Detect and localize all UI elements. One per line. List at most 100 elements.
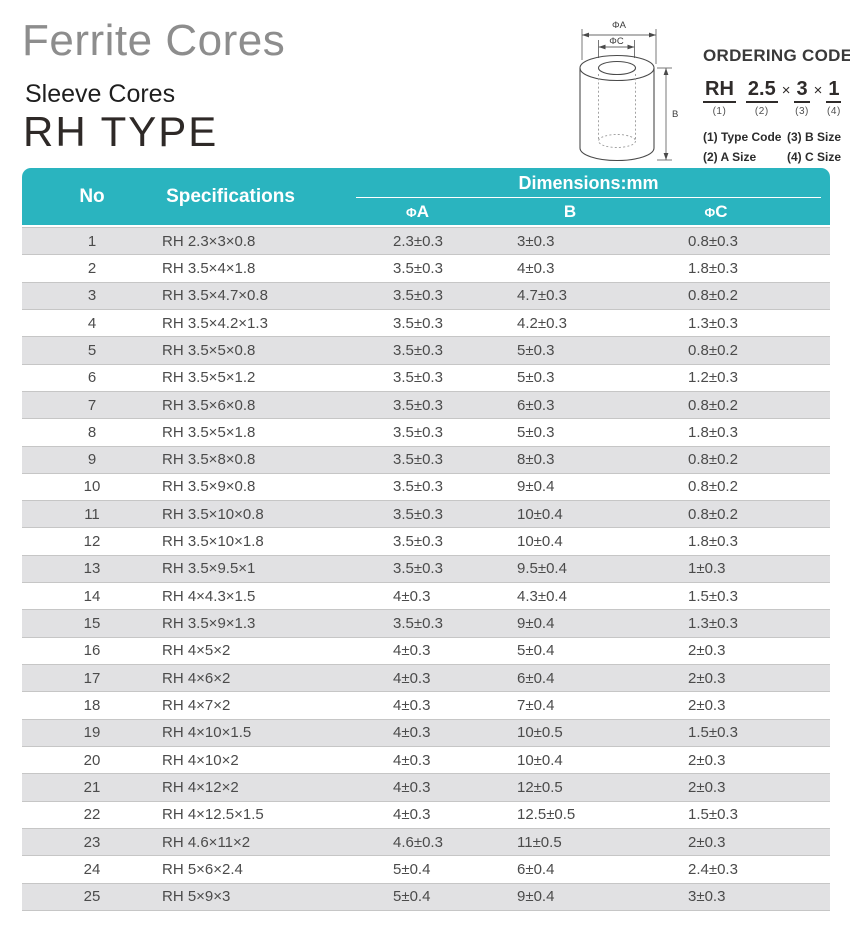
- cell-spec: RH 4×10×1.5: [162, 724, 252, 742]
- table-row: 17 RH 4×6×2 4±0.3 6±0.4 2±0.3: [22, 664, 830, 692]
- cell-dim-c: 0.8±0.2: [688, 341, 738, 359]
- cell-dim-c: 1.5±0.3: [688, 587, 738, 605]
- page-header: Ferrite Cores Sleeve Cores RH TYPE ΦA ΦC: [0, 0, 850, 168]
- cell-spec: RH 3.5×5×1.2: [162, 369, 256, 387]
- cell-spec: RH 4×4.3×1.5: [162, 587, 256, 605]
- cell-no: 15: [83, 615, 101, 633]
- cell-dim-b: 4±0.3: [517, 259, 555, 277]
- cell-dim-c: 1±0.3: [688, 560, 726, 578]
- cell-dim-a: 3.5±0.3: [393, 341, 443, 359]
- cell-dim-b: 12±0.5: [517, 778, 563, 796]
- table-row: 23 RH 4.6×11×2 4.6±0.3 11±0.5 2±0.3: [22, 827, 830, 856]
- cell-dim-b: 5±0.3: [517, 423, 555, 441]
- cell-dim-a: 5±0.4: [393, 860, 431, 878]
- page-title: Ferrite Cores: [22, 16, 286, 65]
- table-body: 1 RH 2.3×3×0.8 2.3±0.3 3±0.3 0.8±0.3 2 R…: [22, 227, 830, 911]
- cell-no: 3: [87, 287, 97, 305]
- legend-item: (3) B Size: [787, 130, 842, 144]
- cell-no: 22: [83, 806, 101, 824]
- cell-dim-c: 0.8±0.3: [688, 232, 738, 250]
- cell-dim-b: 10±0.5: [517, 724, 563, 742]
- cell-no: 4: [87, 314, 97, 332]
- cell-no: 24: [83, 860, 101, 878]
- cell-spec: RH 3.5×10×1.8: [162, 533, 264, 551]
- cell-dim-a: 3.5±0.3: [393, 560, 443, 578]
- cell-dim-a: 4.6±0.3: [393, 833, 443, 851]
- table-header-left: No Specifications: [22, 168, 345, 225]
- cell-dim-b: 7±0.4: [517, 696, 555, 714]
- multiply-sign: ×: [813, 82, 823, 99]
- table-row: 22 RH 4×12.5×1.5 4±0.3 12.5±0.5 1.5±0.3: [22, 800, 830, 828]
- ordering-code-panel: ORDERING CODE RH (1) 2.5 (2) × 3 (3) × 1…: [703, 46, 850, 164]
- code-token-type: RH (1): [703, 79, 736, 117]
- cell-dim-a: 3.5±0.3: [393, 615, 443, 633]
- code-token-text: RH: [703, 79, 736, 103]
- cell-spec: RH 3.5×9×0.8: [162, 478, 256, 496]
- cell-spec: RH 4×5×2: [162, 642, 231, 660]
- cell-no: 12: [83, 533, 101, 551]
- cell-dim-a: 4±0.3: [393, 806, 431, 824]
- cell-spec: RH 4×6×2: [162, 669, 231, 687]
- multiply-sign: ×: [781, 82, 791, 99]
- cell-dim-a: 3.5±0.3: [393, 259, 443, 277]
- table-row: 15 RH 3.5×9×1.3 3.5±0.3 9±0.4 1.3±0.3: [22, 609, 830, 637]
- table-row: 5 RH 3.5×5×0.8 3.5±0.3 5±0.3 0.8±0.2: [22, 336, 830, 364]
- cell-no: 8: [87, 423, 97, 441]
- cell-no: 16: [83, 642, 101, 660]
- cell-no: 18: [83, 696, 101, 714]
- diagram-height-label: B: [672, 109, 678, 120]
- code-token-label: (2): [754, 106, 769, 117]
- cell-dim-b: 9±0.4: [517, 478, 555, 496]
- cell-dim-a: 4±0.3: [393, 669, 431, 687]
- code-token-a-size: 2.5 (2): [745, 79, 778, 117]
- dim-letter: C: [715, 201, 728, 221]
- diagram-outer-label: ΦA: [612, 20, 627, 31]
- cell-spec: RH 4.6×11×2: [162, 833, 251, 851]
- spec-table: No Specifications Dimensions:mm ΦA B ΦC …: [22, 168, 830, 911]
- cell-dim-b: 10±0.4: [517, 505, 563, 523]
- column-group-header: Dimensions:mm: [356, 169, 821, 198]
- cell-dim-b: 4.7±0.3: [517, 287, 567, 305]
- cell-no: 14: [83, 587, 101, 605]
- ordering-code-line: RH (1) 2.5 (2) × 3 (3) × 1 (4): [703, 79, 848, 117]
- cell-dim-a: 3.5±0.3: [393, 478, 443, 496]
- cell-dim-a: 3.5±0.3: [393, 423, 443, 441]
- cell-dim-a: 3.5±0.3: [393, 314, 443, 332]
- code-token-label: (1): [712, 106, 727, 117]
- cell-dim-a: 4±0.3: [393, 696, 431, 714]
- cell-spec: RH 4×12.5×1.5: [162, 806, 264, 824]
- table-row: 25 RH 5×9×3 5±0.4 9±0.4 3±0.3: [22, 882, 830, 910]
- cell-dim-c: 1.8±0.3: [688, 423, 738, 441]
- cell-dim-a: 3.5±0.3: [393, 505, 443, 523]
- cell-dim-b: 10±0.4: [517, 751, 563, 769]
- dim-letter: A: [416, 201, 429, 221]
- dim-letter: B: [563, 201, 577, 221]
- cell-spec: RH 4×7×2: [162, 696, 231, 714]
- column-header-dim-c: ΦC: [650, 202, 830, 222]
- cell-dim-b: 6±0.3: [517, 396, 555, 414]
- cell-dim-a: 5±0.4: [393, 888, 431, 906]
- table-row: 19 RH 4×10×1.5 4±0.3 10±0.5 1.5±0.3: [22, 718, 830, 746]
- cell-spec: RH 3.5×6×0.8: [162, 396, 256, 414]
- cell-spec: RH 3.5×10×0.8: [162, 505, 264, 523]
- cell-dim-b: 3±0.3: [517, 232, 555, 250]
- ordering-code-title: ORDERING CODE: [703, 46, 850, 65]
- table-row: 18 RH 4×7×2 4±0.3 7±0.4 2±0.3: [22, 691, 830, 719]
- phi-symbol: Φ: [704, 204, 716, 220]
- cell-dim-c: 0.8±0.2: [688, 287, 738, 305]
- code-token-text: 3: [794, 79, 810, 103]
- table-row: 3 RH 3.5×4.7×0.8 3.5±0.3 4.7±0.3 0.8±0.2: [22, 281, 830, 309]
- cell-no: 23: [83, 833, 101, 851]
- table-row: 13 RH 3.5×9.5×1 3.5±0.3 9.5±0.4 1±0.3: [22, 554, 830, 583]
- legend-item: (4) C Size: [787, 150, 842, 164]
- diagram-inner-label: ΦC: [609, 36, 624, 47]
- cell-spec: RH 4×10×2: [162, 751, 239, 769]
- cell-dim-b: 9.5±0.4: [517, 560, 567, 578]
- cell-dim-c: 3±0.3: [688, 888, 726, 906]
- cell-no: 17: [83, 669, 101, 687]
- cell-no: 6: [87, 369, 97, 387]
- cell-no: 25: [83, 888, 101, 906]
- cell-dim-c: 1.5±0.3: [688, 806, 738, 824]
- column-header-specifications: Specifications: [166, 185, 295, 207]
- cell-dim-b: 12.5±0.5: [517, 806, 576, 824]
